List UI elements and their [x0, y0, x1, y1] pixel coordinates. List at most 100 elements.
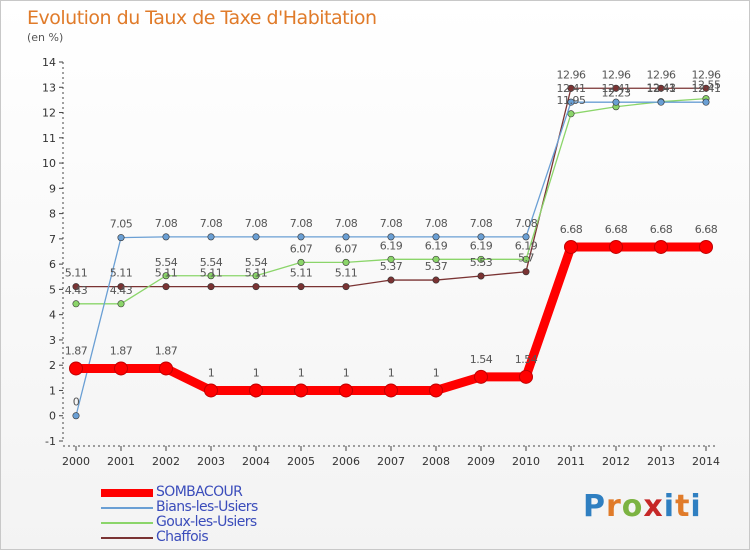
series-1-point: [297, 233, 305, 241]
series-2-point: [387, 255, 395, 263]
series-0-point: [474, 369, 488, 384]
series-3-point: [207, 283, 215, 291]
legend-label-sombacour: SOMBACOUR: [156, 484, 243, 500]
x-tick-label: 2010: [512, 455, 540, 468]
series-1-point: [342, 233, 350, 241]
series-2-point: [432, 255, 440, 263]
series-3-data-label: 12.96: [647, 68, 676, 81]
y-tick-label: 6: [49, 258, 56, 271]
series-3-point: [567, 84, 575, 92]
y-tick-label: 5: [49, 283, 56, 296]
y-tick-label: 4: [49, 309, 56, 322]
series-2-data-label: 11.95: [557, 94, 586, 107]
x-tick-label: 2014: [692, 455, 720, 468]
x-tick-label: 2009: [467, 455, 495, 468]
y-tick-label: 0: [49, 410, 56, 423]
series-2-point: [342, 258, 350, 266]
series-0-point: [699, 239, 713, 254]
series-2-data-label: 12.43: [647, 82, 676, 95]
series-0-data-label: 1.87: [110, 344, 133, 357]
x-tick-label: 2011: [557, 455, 585, 468]
x-tick-label: 2008: [422, 455, 450, 468]
series-1-data-label: 0: [73, 396, 80, 409]
legend-swatch-goux: [101, 522, 153, 524]
series-0-data-label: 1.54: [515, 353, 538, 366]
x-tick-label: 2005: [287, 455, 315, 468]
series-2-data-label: 6.19: [470, 239, 493, 252]
series-2-point: [252, 272, 260, 280]
series-2-point: [117, 300, 125, 308]
y-tick-label: 3: [49, 334, 56, 347]
y-tick-label: 11: [42, 132, 56, 145]
series-2-point: [207, 272, 215, 280]
series-2-data-label: 4.43: [110, 284, 133, 297]
y-tick-label: 7: [49, 233, 56, 246]
series-1-point: [567, 98, 575, 106]
series-3-data-label: 5.7: [518, 252, 534, 265]
y-tick-label: 13: [42, 81, 56, 94]
series-0-point: [384, 383, 398, 398]
chart-title: Evolution du Taux de Taxe d'Habitation: [27, 7, 377, 29]
legend-label-goux: Goux-les-Usiers: [156, 514, 257, 530]
series-0-data-label: 1: [343, 366, 350, 379]
legend-label-bians: Bians-les-Usiers: [156, 499, 258, 515]
series-3-point: [702, 84, 710, 92]
series-3-data-label: 12.96: [692, 68, 721, 81]
series-1-point: [162, 233, 170, 241]
series-2-point: [162, 272, 170, 280]
series-1-data-label: 7.08: [335, 217, 358, 230]
series-1-data-label: 7.08: [290, 217, 313, 230]
series-2-data-label: 5.54: [245, 256, 268, 269]
series-2-data-label: 12.23: [602, 87, 631, 100]
series-3-data-label: 5.37: [380, 260, 403, 273]
series-0-point: [294, 383, 308, 398]
series-1-data-label: 7.08: [200, 217, 223, 230]
series-0-data-label: 1.54: [470, 353, 493, 366]
series-3-point: [117, 283, 125, 291]
x-tick-label: 2013: [647, 455, 675, 468]
series-3-data-label: 12.96: [602, 68, 631, 81]
legend-swatch-chaffois: [101, 537, 153, 539]
legend-label-chaffois: Chaffois: [156, 529, 209, 545]
y-tick-label: 2: [49, 359, 56, 372]
series-1-data-label: 7.08: [515, 217, 538, 230]
series-3-point: [657, 84, 665, 92]
series-0-data-label: 6.68: [560, 223, 583, 236]
series-0-data-label: 1: [433, 366, 440, 379]
series-1-point: [522, 233, 530, 241]
series-1-point: [117, 234, 125, 242]
series-2-data-label: 6.07: [335, 242, 358, 255]
series-0-point: [159, 361, 173, 376]
series-1-data-label: 12.41: [647, 82, 676, 95]
series-2-point: [297, 258, 305, 266]
series-2-point: [477, 255, 485, 263]
series-1-data-label: 12.41: [692, 82, 721, 95]
series-1-point: [477, 233, 485, 241]
series-3-data-label: 5.11: [335, 267, 358, 280]
series-3-point: [342, 283, 350, 291]
series-2-point: [567, 110, 575, 118]
y-tick-label: 10: [42, 157, 56, 170]
y-tick-label: 1: [49, 384, 56, 397]
series-2-point: [522, 255, 530, 263]
series-1-data-label: 7.05: [110, 218, 133, 231]
y-tick-label: 12: [42, 107, 56, 120]
series-0-data-label: 1: [208, 366, 215, 379]
y-tick-label: 14: [42, 56, 56, 69]
series-2-data-label: 6.19: [515, 239, 538, 252]
series-2-data-label: 5.54: [155, 256, 178, 269]
series-0-data-label: 1: [253, 366, 260, 379]
series-1-point: [657, 98, 665, 106]
series-0-data-label: 1: [298, 366, 305, 379]
series-0-point: [564, 239, 578, 254]
series-1-data-label: 7.08: [245, 217, 268, 230]
x-tick-label: 2001: [107, 455, 135, 468]
series-3-data-label: 5.11: [155, 267, 178, 280]
legend-swatch-sombacour: [101, 489, 153, 497]
series-1-point: [387, 233, 395, 241]
series-1-data-label: 12.41: [602, 82, 631, 95]
chart-subtitle: (en %): [27, 31, 64, 44]
series-0-data-label: 1: [388, 366, 395, 379]
